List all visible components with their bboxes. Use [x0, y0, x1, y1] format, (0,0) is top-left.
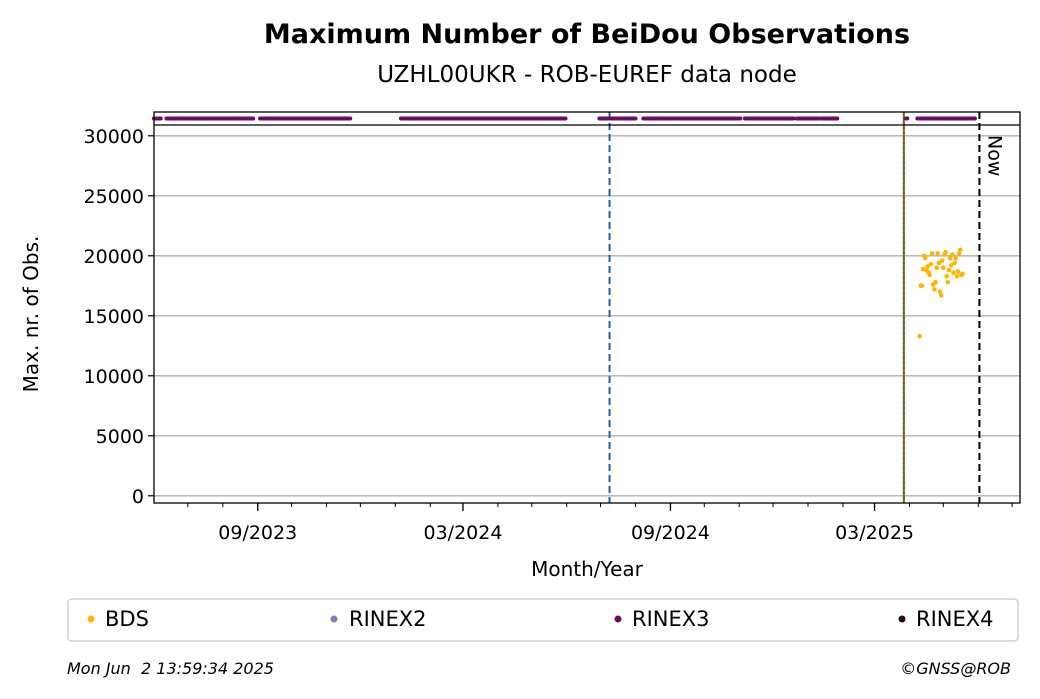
data-points	[917, 247, 965, 339]
legend-box	[67, 598, 1019, 642]
y-tick-label: 20000	[84, 246, 144, 268]
data-point	[922, 255, 928, 261]
y-tick-label: 25000	[84, 186, 144, 208]
y-tick-label: 0	[132, 486, 144, 508]
legend-label-rinex2: RINEX2	[349, 607, 427, 631]
data-point	[946, 267, 952, 273]
data-point	[941, 265, 946, 271]
data-point	[925, 264, 930, 269]
footer-timestamp: Mon Jun 2 13:59:34 2025	[67, 659, 274, 678]
availability-point	[972, 116, 977, 121]
data-point	[955, 269, 961, 274]
data-point	[954, 273, 960, 279]
y-axis-label: Max. nr. of Obs.	[19, 236, 43, 393]
data-point	[936, 260, 942, 266]
data-point	[928, 261, 934, 267]
data-point	[953, 255, 959, 261]
legend: BDS RINEX2 RINEX3 RINEX4	[67, 598, 1019, 642]
data-point	[932, 287, 937, 292]
x-axis-ticks: 09/2023 03/2024 09/2024 03/2025	[187, 503, 1013, 544]
data-point	[917, 333, 922, 339]
data-point	[937, 289, 943, 295]
data-point	[957, 247, 963, 253]
data-point	[933, 279, 938, 285]
plot-frame	[153, 111, 1021, 504]
legend-marker-rinex3	[614, 615, 622, 623]
y-axis-ticks: 0 5000 10000 15000 20000 25000 30000	[84, 126, 154, 508]
footer-credit: ©GNSS@ROB	[900, 659, 1011, 678]
data-point	[952, 260, 957, 266]
data-point	[929, 251, 935, 256]
legend-marker-rinex4	[898, 615, 906, 623]
availability-point	[348, 116, 353, 121]
x-tick-label: 09/2024	[631, 522, 710, 544]
data-point	[944, 273, 950, 279]
grid-lines	[154, 135, 1020, 497]
data-point	[919, 283, 925, 289]
legend-label-bds: BDS	[105, 607, 149, 631]
availability-point	[738, 116, 743, 121]
data-point	[927, 272, 933, 278]
data-point	[935, 251, 940, 256]
reference-lines	[608, 112, 981, 503]
availability-point	[905, 116, 910, 121]
availability-strip	[152, 116, 977, 121]
x-tick-label: 03/2025	[835, 522, 914, 544]
x-tick-label: 09/2023	[218, 522, 297, 544]
legend-marker-rinex2	[330, 615, 338, 623]
data-point	[939, 258, 945, 263]
legend-label-rinex4: RINEX4	[916, 607, 994, 631]
availability-point	[158, 116, 163, 121]
now-label: Now	[983, 135, 1005, 176]
data-point	[950, 252, 955, 257]
availability-point	[563, 116, 568, 121]
x-axis-label: Month/Year	[531, 557, 644, 581]
chart-title: Maximum Number of BeiDou Observations	[264, 19, 910, 50]
data-point	[943, 249, 948, 255]
y-tick-label: 10000	[84, 366, 144, 388]
data-point	[947, 255, 953, 261]
chart-subtitle: UZHL00UKR - ROB-EUREF data node	[377, 62, 796, 88]
legend-marker-bds	[87, 615, 95, 623]
x-tick-label: 03/2024	[423, 522, 502, 544]
data-point	[960, 271, 965, 277]
availability-point	[835, 116, 840, 121]
data-point	[938, 293, 944, 298]
data-point	[945, 279, 951, 285]
availability-point	[251, 116, 256, 121]
data-point	[934, 265, 939, 271]
data-point	[948, 263, 954, 268]
y-tick-label: 15000	[84, 306, 144, 328]
availability-point	[633, 116, 638, 121]
data-point	[951, 270, 956, 275]
data-point	[956, 251, 962, 256]
legend-label-rinex3: RINEX3	[632, 607, 710, 631]
y-tick-label: 5000	[96, 426, 144, 448]
availability-point	[791, 116, 796, 121]
y-tick-label: 30000	[84, 126, 144, 148]
